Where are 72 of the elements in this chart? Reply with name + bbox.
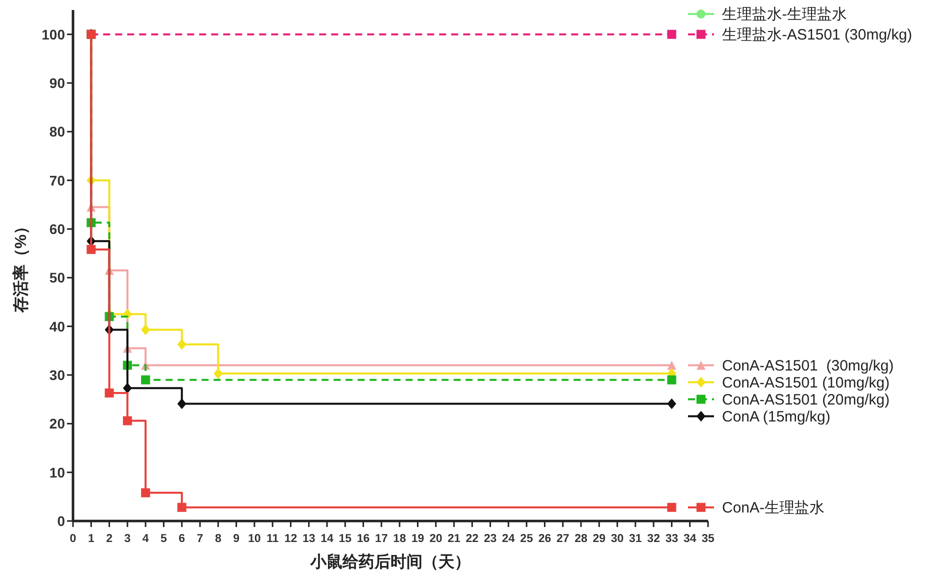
legend-label: ConA-AS1501 (20mg/kg): [722, 391, 890, 408]
x-axis-title: 小鼠给药后时间（天）: [310, 553, 470, 571]
point: [122, 382, 132, 394]
x-tick-label: 9: [233, 533, 240, 545]
point: [122, 416, 132, 426]
x-tick-label: 23: [484, 533, 497, 545]
x-tick-label: 29: [592, 533, 606, 545]
x-tick-label: 20: [429, 533, 442, 545]
y-tick-label: 50: [49, 270, 66, 286]
x-tick-label: 1: [88, 533, 95, 545]
x-tick-label: 8: [214, 533, 222, 545]
x-tick-label: 34: [683, 533, 697, 545]
y-tick-label: 10: [49, 464, 66, 480]
x-tick-label: 6: [178, 533, 186, 545]
y-tick-label: 80: [49, 124, 66, 140]
x-tick-label: 12: [284, 533, 298, 545]
x-tick-label: 26: [538, 533, 552, 545]
legend-label: ConA-AS1501 (10mg/kg): [722, 374, 890, 392]
point: [667, 502, 676, 512]
y-tick-label: 30: [49, 367, 66, 383]
x-tick-label: 19: [411, 533, 424, 545]
point: [141, 488, 150, 498]
legend-label: ConA (15mg/kg): [722, 408, 830, 426]
x-tick-label: 2: [106, 533, 112, 545]
point: [177, 502, 186, 512]
y-tick-label: 0: [57, 513, 66, 529]
x-tick-label: 11: [266, 533, 280, 545]
y-tick-label: 40: [49, 318, 66, 334]
legend-label: 生理盐水-AS1501 (30mg/kg): [722, 26, 912, 44]
legend-label: 生理盐水-生理盐水: [722, 6, 847, 23]
x-tick-label: 24: [502, 533, 516, 545]
x-tick-label: 4: [142, 533, 150, 545]
point: [667, 30, 676, 39]
y-tick-label: 100: [42, 26, 66, 42]
legend-label: ConA-AS1501 (30mg/kg): [722, 357, 894, 374]
x-tick-label: 17: [375, 533, 388, 545]
point: [86, 244, 96, 254]
x-tick-label: 33: [665, 533, 678, 545]
point: [667, 375, 676, 384]
y-tick-label: 20: [49, 416, 66, 432]
point: [214, 368, 223, 379]
y-tick-label: 60: [49, 221, 66, 237]
x-tick-label: 5: [160, 533, 168, 545]
x-tick-label: 35: [702, 533, 715, 545]
x-tick-label: 28: [574, 533, 588, 545]
point: [141, 375, 150, 384]
y-axis-title: 存活率（%）: [11, 218, 30, 314]
x-tick-label: 21: [448, 533, 461, 545]
x-tick-label: 15: [338, 533, 352, 545]
y-tick-label: 90: [49, 75, 66, 91]
point: [177, 398, 186, 410]
point: [177, 338, 186, 350]
x-tick-label: 22: [466, 533, 479, 545]
point: [667, 398, 676, 410]
point: [141, 324, 150, 336]
x-tick-label: 18: [393, 533, 407, 545]
x-tick-label: 3: [124, 533, 131, 545]
x-tick-label: 13: [302, 533, 316, 545]
x-tick-label: 27: [556, 533, 570, 545]
point: [667, 360, 676, 370]
y-tick-label: 70: [49, 172, 66, 188]
x-tick-label: 10: [248, 533, 261, 545]
x-tick-label: 16: [356, 533, 370, 545]
x-tick-label: 32: [647, 533, 660, 545]
x-tick-label: 7: [196, 533, 204, 545]
x-tick-label: 31: [629, 533, 642, 545]
point: [104, 388, 114, 398]
x-tick-label: 14: [320, 533, 334, 545]
legend-label: ConA-生理盐水: [722, 499, 825, 516]
x-tick-label: 0: [70, 533, 76, 545]
x-tick-label: 25: [520, 533, 534, 545]
x-tick-label: 30: [610, 533, 624, 545]
